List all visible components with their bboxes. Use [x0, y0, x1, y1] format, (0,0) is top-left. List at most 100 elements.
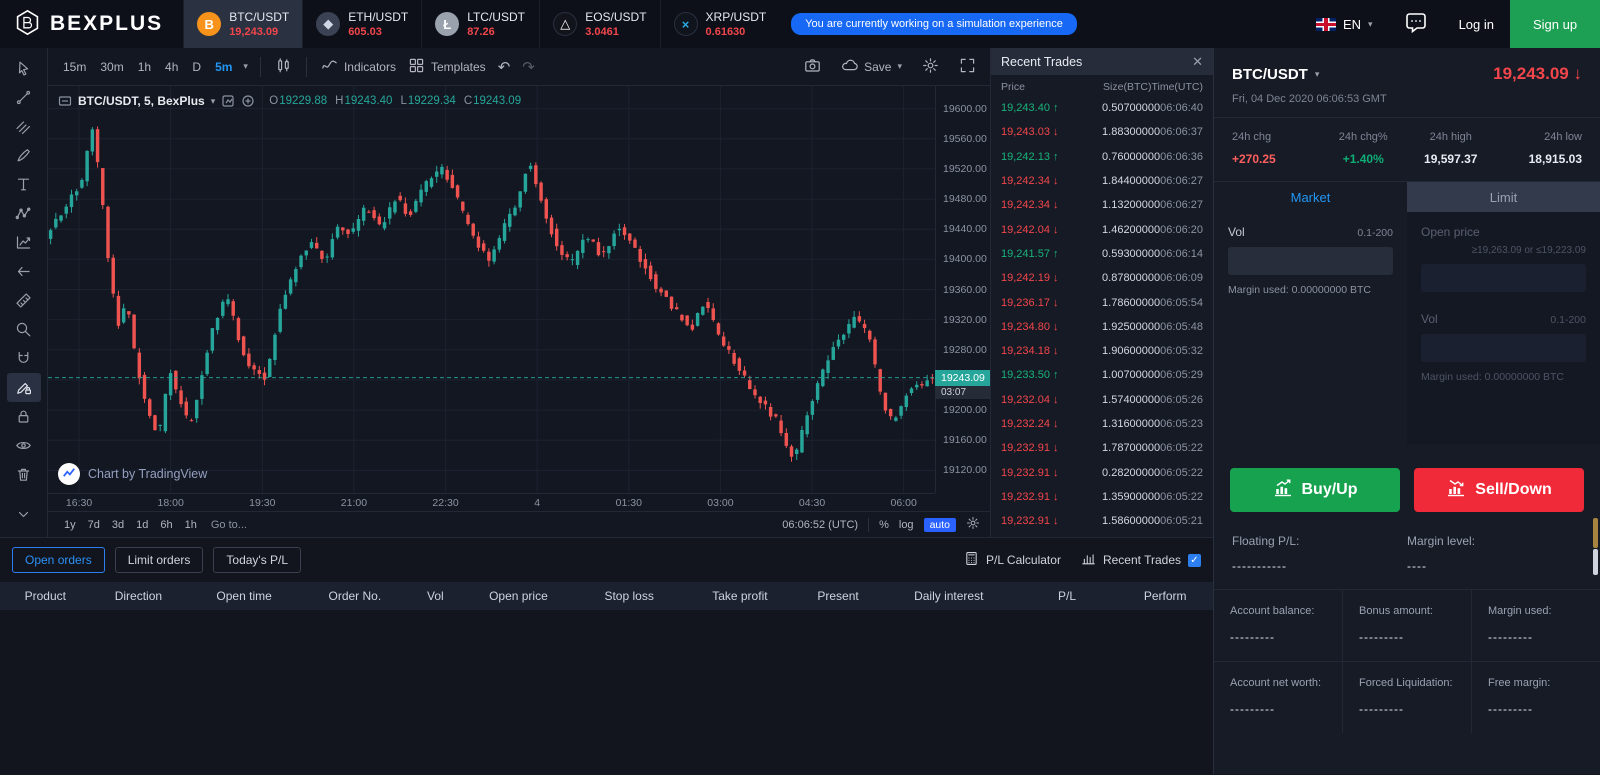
goto-button[interactable]: Go to... — [211, 519, 247, 531]
cursor-tool-icon[interactable] — [7, 54, 41, 83]
support-chat-button[interactable] — [1389, 0, 1443, 48]
timeframe-D[interactable]: D — [185, 57, 208, 77]
timeframe-30m[interactable]: 30m — [93, 57, 130, 77]
recent-trades-checkbox[interactable]: ✓ — [1188, 554, 1201, 567]
arrow-left-tool-icon[interactable] — [7, 257, 41, 286]
forecast-tool-icon[interactable] — [7, 228, 41, 257]
range-1y[interactable]: 1y — [58, 517, 82, 533]
candle-style-button[interactable] — [269, 54, 298, 80]
timeframe-dropdown-icon[interactable]: ▾ — [239, 61, 252, 72]
pattern-tool-icon[interactable] — [7, 199, 41, 228]
clock[interactable]: 06:06:52 (UTC) — [782, 519, 858, 531]
language-selector[interactable]: EN ▾ — [1300, 0, 1389, 48]
range-6h[interactable]: 6h — [154, 517, 178, 533]
pitchfork-tool-icon[interactable] — [7, 112, 41, 141]
measure-tool-icon[interactable] — [7, 286, 41, 315]
screenshot-button[interactable] — [798, 54, 827, 80]
buy-up-button[interactable]: Buy/Up — [1230, 468, 1400, 512]
auto-scale-button[interactable]: auto — [924, 518, 956, 532]
chevron-down-icon[interactable]: ▾ — [211, 96, 216, 107]
pl-calculator-button[interactable]: P/L Calculator — [964, 551, 1061, 569]
sell-down-button[interactable]: Sell/Down — [1414, 468, 1584, 512]
timeframe-4h[interactable]: 4h — [158, 57, 185, 77]
symbol-selector[interactable]: BTC/USDT — [1232, 66, 1308, 83]
undo-button[interactable]: ↶ — [492, 58, 517, 76]
signup-button[interactable]: Sign up — [1510, 0, 1600, 48]
timeframe-5m[interactable]: 5m — [208, 57, 239, 77]
brand-logo[interactable]: BEXPLUS — [0, 0, 183, 48]
eye-tool-icon[interactable] — [7, 431, 41, 460]
percent-scale-button[interactable]: % — [879, 519, 889, 531]
remove-tool-icon[interactable] — [7, 460, 41, 489]
bottom-settings-icon[interactable] — [966, 516, 980, 533]
indicators-button[interactable]: Indicators — [315, 54, 402, 80]
limit-vol-input[interactable] — [1421, 334, 1586, 362]
range-1d[interactable]: 1d — [130, 517, 154, 533]
timeframe-1h[interactable]: 1h — [131, 57, 158, 77]
chart-settings-button[interactable] — [916, 54, 945, 80]
fullscreen-button[interactable] — [953, 54, 982, 80]
vol-input[interactable] — [1228, 247, 1393, 275]
tab-market[interactable]: Market — [1214, 182, 1407, 212]
tradingview-attribution[interactable]: Chart by TradingView — [58, 463, 207, 485]
chart-compare-icon[interactable] — [241, 94, 255, 108]
range-7d[interactable]: 7d — [82, 517, 106, 533]
orders-tab-0[interactable]: Open orders — [12, 547, 105, 573]
zoom-tool-icon[interactable] — [7, 315, 41, 344]
tab-limit[interactable]: Limit — [1407, 182, 1600, 212]
log-scale-button[interactable]: log — [899, 519, 914, 531]
chevron-down-icon[interactable]: ▾ — [1315, 69, 1320, 80]
close-icon[interactable]: ✕ — [1192, 54, 1203, 70]
recent-trades-toggle[interactable]: Recent Trades ✓ — [1081, 551, 1201, 569]
limit-price-input[interactable] — [1421, 264, 1586, 292]
login-button[interactable]: Log in — [1443, 0, 1510, 48]
templates-button[interactable]: Templates — [402, 54, 492, 80]
trend-line-tool-icon[interactable] — [7, 83, 41, 112]
scrollbar-thumb[interactable] — [1593, 549, 1598, 575]
redo-button[interactable]: ↷ — [516, 58, 541, 76]
range-1h[interactable]: 1h — [179, 517, 203, 533]
brush-tool-icon[interactable] — [7, 141, 41, 170]
timeframe-15m[interactable]: 15m — [56, 57, 93, 77]
orders-tab-1[interactable]: Limit orders — [115, 547, 204, 573]
legend-symbol[interactable]: BTC/USDT, 5, BexPlus — [78, 94, 205, 108]
text-tool-icon[interactable] — [7, 170, 41, 199]
save-button[interactable]: Save▾ — [835, 54, 908, 80]
lock-tool-icon[interactable] — [7, 402, 41, 431]
range-3d[interactable]: 3d — [106, 517, 130, 533]
orders-tab-2[interactable]: Today's P/L — [213, 547, 301, 573]
draw-lock-tool-icon[interactable] — [7, 373, 41, 402]
scrollbar-thumb[interactable] — [1593, 518, 1598, 548]
toolbar-collapse-icon[interactable] — [7, 500, 41, 529]
candlestick-chart[interactable] — [48, 86, 935, 493]
collapse-icon[interactable] — [58, 94, 72, 108]
magnet-tool-icon[interactable] — [7, 344, 41, 373]
chart-style-icon[interactable] — [221, 94, 235, 108]
